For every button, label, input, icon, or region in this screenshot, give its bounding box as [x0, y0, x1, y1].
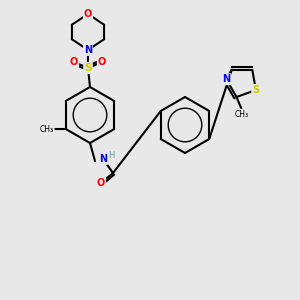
Text: CH₃: CH₃	[235, 110, 249, 118]
Text: O: O	[97, 178, 105, 188]
Text: N: N	[222, 74, 230, 84]
Text: O: O	[70, 57, 78, 67]
Text: N: N	[99, 154, 107, 164]
Text: O: O	[84, 9, 92, 19]
Text: H: H	[108, 152, 114, 160]
Text: S: S	[84, 63, 92, 73]
Text: N: N	[84, 45, 92, 55]
Text: S: S	[252, 85, 260, 95]
Text: O: O	[98, 57, 106, 67]
Text: CH₃: CH₃	[40, 124, 54, 134]
